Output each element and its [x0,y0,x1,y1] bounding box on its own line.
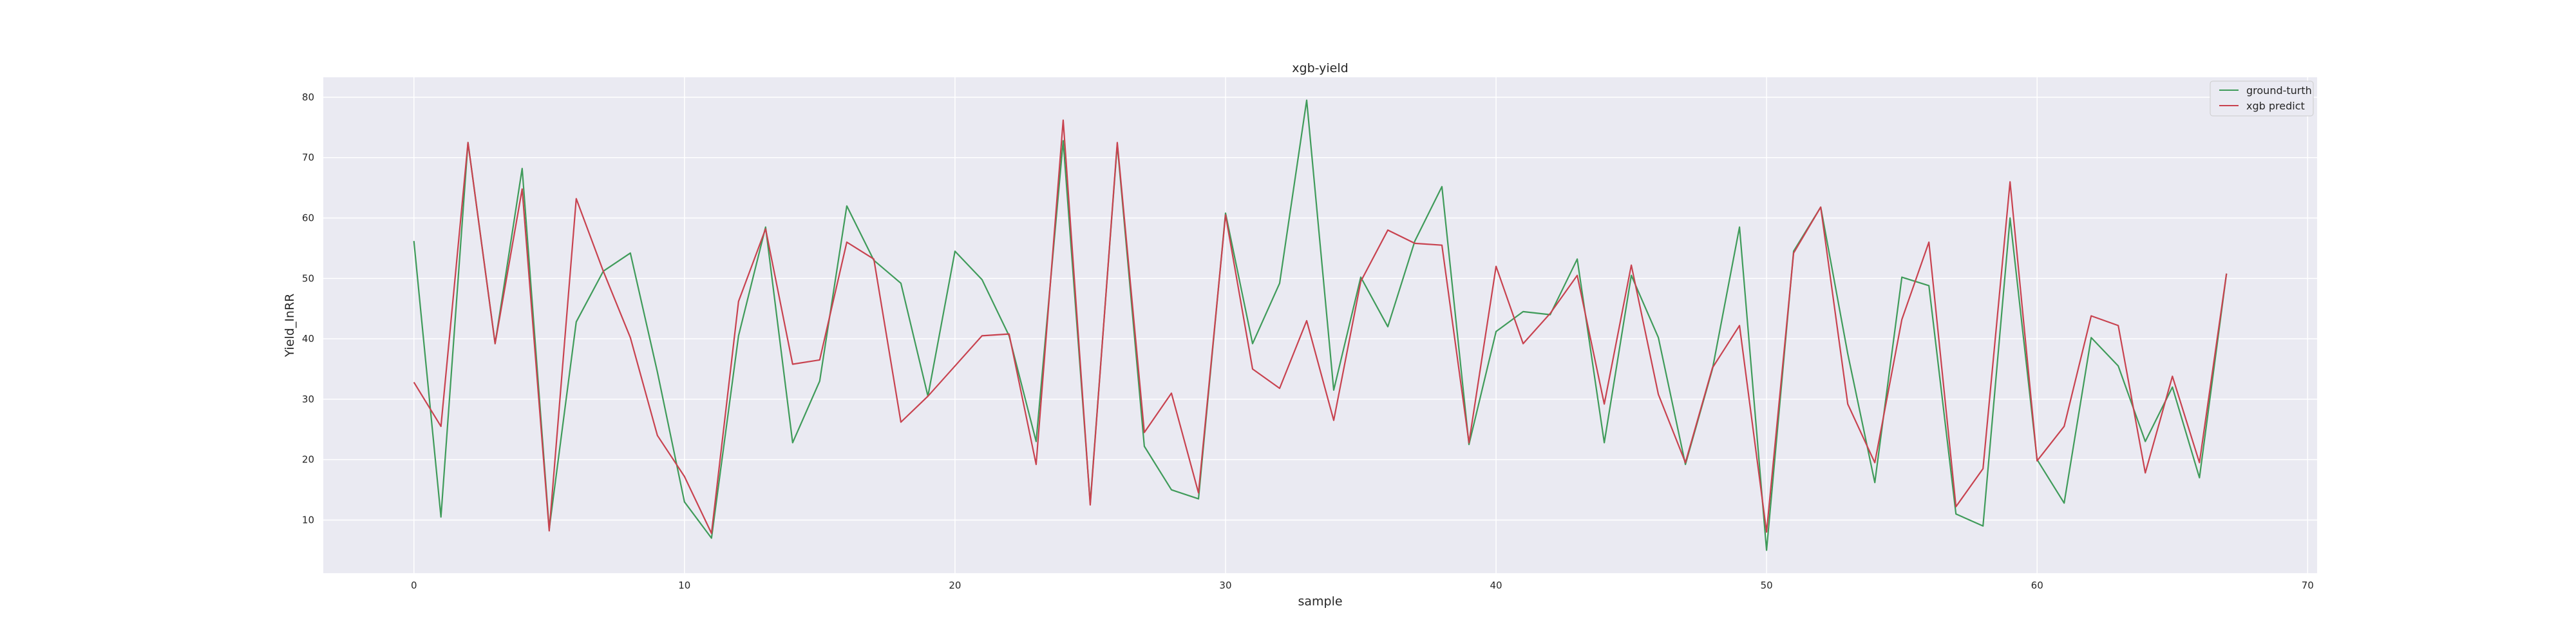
grid-lines [323,77,2317,573]
tick-labels: 0 10 20 30 40 50 60 70 10 20 30 40 50 60 70 80 [302,91,2314,591]
x-tick-label: 50 [1761,580,1773,591]
x-tick-label: 70 [2302,580,2314,591]
legend-label-xgb-predict: xgb predict [2246,100,2305,112]
x-tick-label: 0 [411,580,417,591]
legend: ground-turth xgb predict [2210,80,2314,117]
y-tick-label: 80 [302,91,314,103]
chart-title: xgb-yield [1292,61,1348,75]
y-tick-label: 30 [302,393,314,405]
y-tick-label: 40 [302,333,314,345]
x-tick-label: 20 [949,580,961,591]
x-tick-label: 10 [678,580,690,591]
x-axis-label: sample [1298,594,1342,609]
y-axis-label: Yield_InRR [283,294,297,358]
y-tick-label: 60 [302,213,314,224]
series-line-ground-turth [413,99,2228,551]
series-line-xgb-predict [413,119,2228,535]
plot-area [323,77,2317,573]
y-tick-label: 10 [302,514,314,526]
x-tick-label: 40 [1490,580,1502,591]
y-tick-label: 50 [302,272,314,284]
x-tick-label: 30 [1219,580,1231,591]
legend-label-ground-turth: ground-turth [2246,84,2312,97]
y-tick-label: 20 [302,454,314,466]
series-lines [413,99,2228,551]
y-tick-label: 70 [302,152,314,164]
x-tick-label: 60 [2031,580,2043,591]
